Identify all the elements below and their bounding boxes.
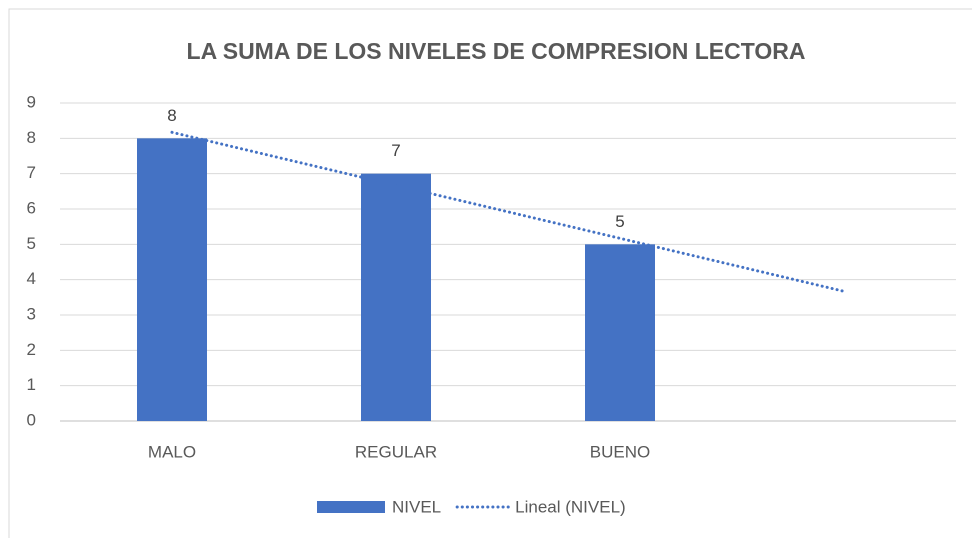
y-tick-label: 9 [27,92,36,111]
data-label: 7 [391,141,400,160]
y-tick-label: 8 [27,128,36,147]
y-tick-label: 4 [27,269,36,288]
trendline [170,130,846,293]
legend-label: NIVEL [392,497,441,516]
y-tick-label: 1 [27,375,36,394]
bar [585,244,655,421]
x-tick-label: MALO [148,442,196,461]
y-tick-label: 2 [27,340,36,359]
legend-label: Lineal (NIVEL) [515,497,626,516]
data-label: 8 [167,106,176,125]
y-tick-label: 5 [27,234,36,253]
y-tick-label: 0 [27,410,36,429]
y-tick-label: 3 [27,304,36,323]
y-tick-label: 6 [27,198,36,217]
data-label: 5 [615,212,624,231]
x-tick-label: REGULAR [355,442,437,461]
y-tick-label: 7 [27,163,36,182]
chart-title: LA SUMA DE LOS NIVELES DE COMPRESION LEC… [187,38,806,64]
bar [137,138,207,422]
bar [361,173,431,421]
legend-swatch [317,501,385,513]
x-tick-label: BUENO [590,442,650,461]
